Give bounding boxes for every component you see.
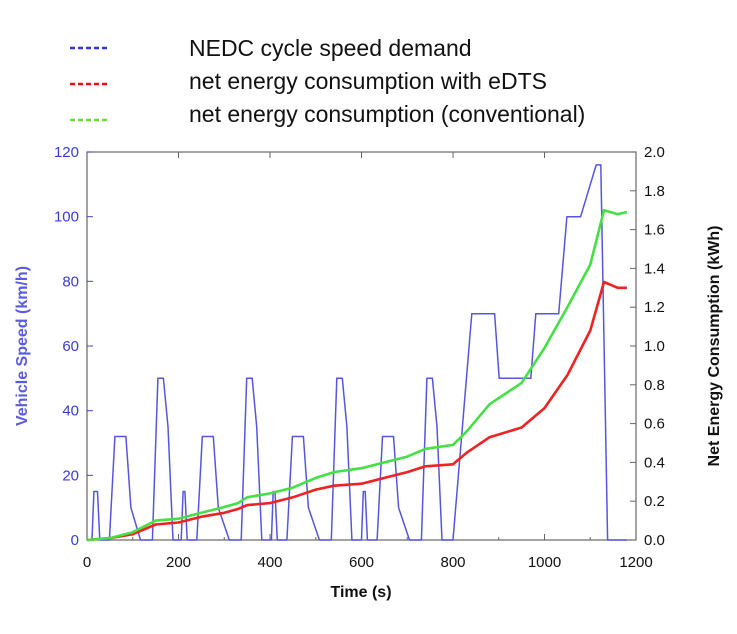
y-right-tick-label: 0.8 — [644, 377, 665, 394]
x-axis-label: Time (s) — [330, 584, 391, 601]
legend: NEDC cycle speed demand net energy consu… — [70, 35, 585, 127]
y-right-tick-label: 1.8 — [644, 183, 665, 200]
plot-area-frame — [86, 151, 637, 541]
series-conventional-line — [86, 208, 628, 542]
y-right-tick-label: 0.4 — [644, 454, 665, 471]
y-left-tick-label: 120 — [54, 144, 79, 161]
x-tick-label: 1200 — [619, 554, 652, 571]
y-right-tick-label: 1.4 — [644, 260, 665, 277]
y-left-tick-label: 60 — [62, 338, 79, 355]
y-left-tick-label: 80 — [62, 273, 79, 290]
y-left-tick-label: 20 — [62, 467, 79, 484]
y-right-tick-label: 0.6 — [644, 416, 665, 433]
x-tick-label: 400 — [257, 554, 282, 571]
y-right-tick-label: 1.2 — [644, 299, 665, 316]
x-tick-label: 200 — [166, 554, 191, 571]
y-right-tick-label: 0.2 — [644, 493, 665, 510]
data-series — [86, 164, 628, 542]
y-axis-right-label: Net Energy Consumption (kWh) — [706, 226, 723, 467]
x-tick-label: 0 — [83, 554, 91, 571]
y-right-tick-label: 0.0 — [644, 532, 665, 549]
y-left-tick-label: 100 — [54, 209, 79, 226]
x-tick-label: 1000 — [528, 554, 561, 571]
y-axis-left-label: Vehicle Speed (km/h) — [14, 266, 31, 426]
y-right-tick-label: 2.0 — [644, 144, 665, 161]
series-speed-line — [87, 164, 627, 541]
series-edts-line — [86, 280, 627, 542]
legend-label-edts: net energy consumption with eDTS — [189, 68, 547, 94]
y-left-tick-label: 0 — [71, 532, 79, 549]
y-right-tick-label: 1.6 — [644, 222, 665, 239]
y-right-tick-label: 1.0 — [644, 338, 665, 355]
x-tick-label: 800 — [440, 554, 465, 571]
axis-ticks: 0 200 400 600 800 1000 1200 0 20 40 60 80 100 120 0.0 0… — [54, 144, 665, 571]
y-left-tick-label: 40 — [62, 403, 79, 420]
legend-label-speed: NEDC cycle speed demand — [189, 35, 472, 61]
x-tick-label: 600 — [349, 554, 374, 571]
legend-label-conventional: net energy consumption (conventional) — [189, 101, 585, 127]
